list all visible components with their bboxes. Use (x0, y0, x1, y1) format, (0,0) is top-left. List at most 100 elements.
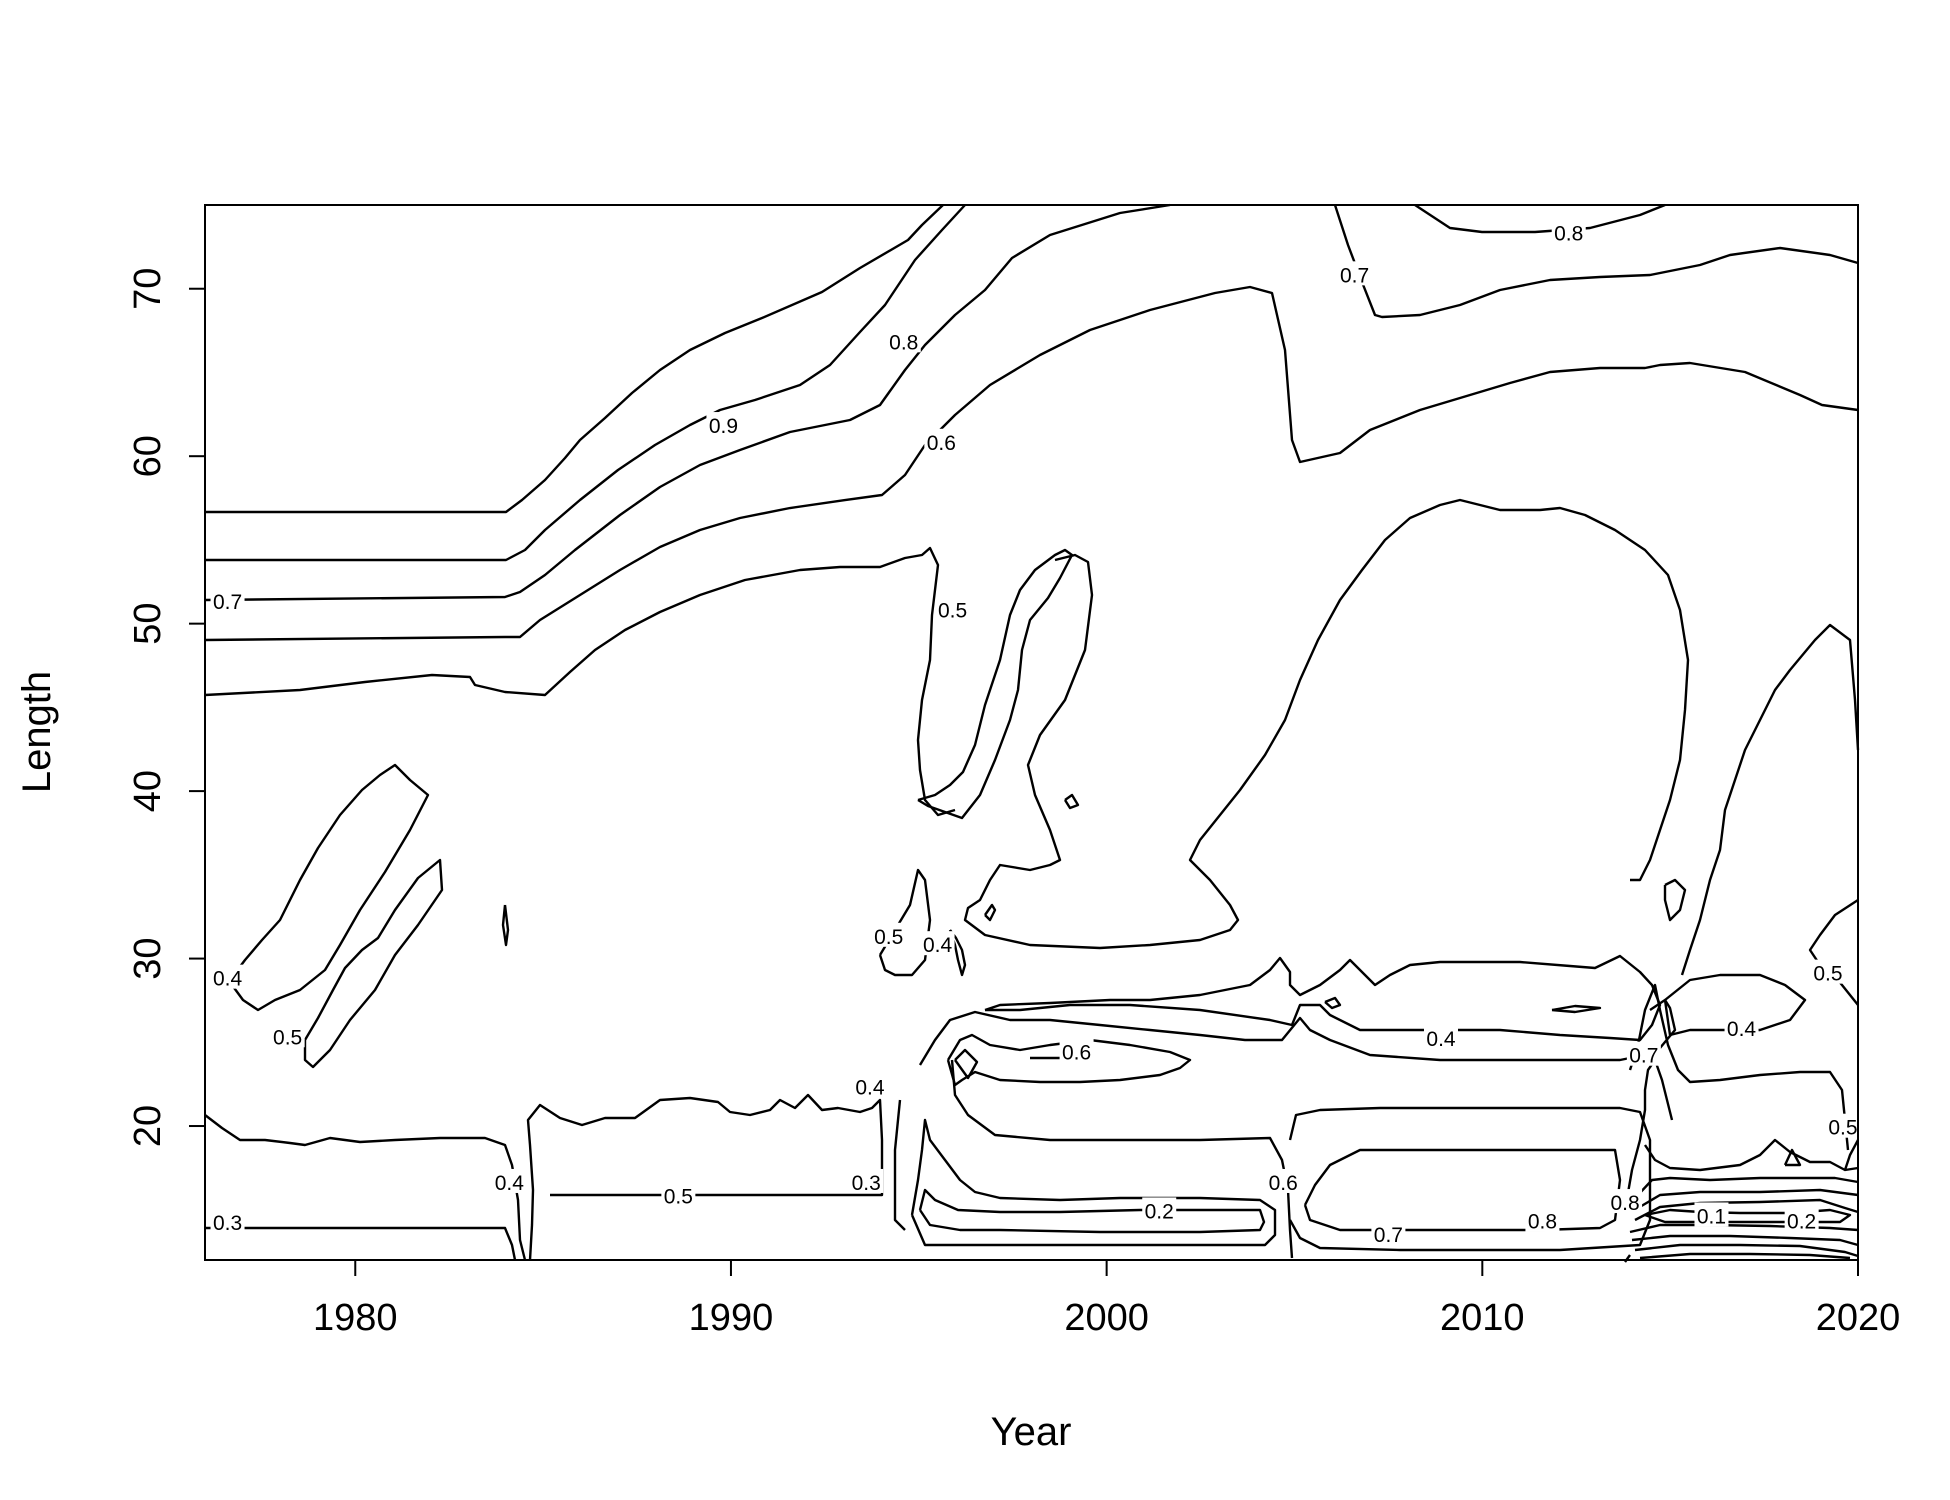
contour-label: 0.7 (1374, 1224, 1403, 1247)
contour-label-background (1266, 1168, 1301, 1193)
contour-label-background (924, 428, 959, 453)
contour-line (918, 1188, 1266, 1234)
y-tick-label: 40 (127, 770, 169, 812)
contour-line (205, 204, 944, 514)
contour-label: 0.5 (938, 599, 967, 622)
contour-line (204, 203, 1171, 602)
contour-label: 0.1 (1697, 1205, 1726, 1228)
contour-line (1063, 793, 1080, 810)
contour-line (1783, 1148, 1802, 1167)
contour-line (205, 1226, 517, 1261)
y-tick-label: 20 (127, 1105, 169, 1147)
contour-label-background (935, 596, 970, 621)
contour-line (303, 858, 444, 1069)
contour-label-background (886, 328, 921, 353)
contour-label: 0.5 (1813, 963, 1842, 986)
contour-line (1637, 1176, 1859, 1196)
y-tick-label: 60 (127, 435, 169, 477)
contour-label: 0.8 (1554, 222, 1583, 245)
contour-label: 0.5 (664, 1185, 693, 1208)
contour-line (1634, 1243, 1859, 1258)
x-tick-label: 1990 (689, 1297, 774, 1339)
contour-line (878, 868, 932, 977)
contour-line (1629, 1223, 1859, 1234)
contour-label: 0.8 (1610, 1192, 1639, 1215)
contour-label-background (661, 1182, 696, 1207)
contour-label-background (210, 1209, 245, 1234)
contour-labels: 0.9 0.8 0.6 0.7 0.8 0.7 0.5 0.4 0.5 0.5 0.4 0.6 0.4 0… (210, 219, 1860, 1247)
y-axis-title: Length (15, 671, 59, 793)
contour-label: 0.5 (1828, 1117, 1857, 1140)
contour-line (1637, 1188, 1859, 1210)
contour-line (950, 1059, 1294, 1259)
x-tick-label: 1980 (313, 1297, 398, 1339)
contour-line (1628, 983, 1850, 1151)
contour-line (984, 903, 997, 922)
contour-label-background (1059, 1038, 1094, 1063)
contour-label: 0.7 (1340, 264, 1369, 287)
contour-label: 0.4 (213, 968, 243, 991)
contour-label: 0.2 (1787, 1210, 1816, 1233)
contour-line (948, 929, 967, 977)
contour-line (1663, 878, 1687, 922)
x-tick-label: 2010 (1440, 1297, 1525, 1339)
contour-label-background (1142, 1197, 1177, 1222)
contour-label-background (852, 1073, 887, 1098)
contour-label: 0.7 (213, 591, 242, 614)
contour-label-background (210, 964, 245, 989)
contour-label: 0.3 (213, 1212, 242, 1235)
contour-label-background (1423, 1024, 1458, 1049)
contour-label-background (871, 922, 906, 947)
contour-line (1414, 203, 1666, 234)
x-axis-ticks: 1980 1990 2000 2010 2020 (313, 1260, 1900, 1339)
contour-line (946, 1033, 1192, 1087)
contour-label: 0.2 (1145, 1200, 1174, 1223)
x-tick-label: 2020 (1816, 1297, 1901, 1339)
contour-label: 0.8 (889, 331, 918, 354)
contour-line (204, 546, 956, 817)
contour-line (954, 1048, 979, 1080)
contour-line (1843, 1139, 1860, 1171)
contour-label-background (1626, 1041, 1661, 1066)
contour-label-background (1825, 1113, 1860, 1138)
x-tick-label: 2000 (1064, 1297, 1149, 1339)
contour-line (501, 904, 510, 947)
contour-label: 0.4 (1727, 1018, 1757, 1041)
contour-label-background (1608, 1189, 1643, 1214)
contour-line (204, 285, 1859, 642)
contour-label: 0.6 (927, 432, 956, 455)
contour-line (1333, 204, 1859, 319)
y-tick-label: 50 (127, 603, 169, 645)
contour-line (205, 204, 966, 562)
contour-label: 0.8 (1528, 1210, 1557, 1233)
plot-frame (204, 204, 1859, 1261)
contour-line (1639, 1252, 1851, 1260)
contour-line (963, 498, 1690, 950)
contour-label-background (849, 1168, 884, 1193)
contour-line (910, 1118, 1277, 1247)
contour-line (1551, 1004, 1602, 1014)
contour-label: 0.4 (495, 1172, 525, 1195)
contour-label-background (920, 931, 955, 956)
contour-label-background (1810, 959, 1845, 984)
contour-label-background (1724, 1014, 1759, 1039)
contour-line (1644, 1138, 1859, 1172)
contour-label-background (1337, 261, 1372, 286)
contour-label: 0.9 (709, 415, 738, 438)
contour-label: 0.3 (852, 1172, 881, 1195)
contour-label: 0.6 (1269, 1172, 1298, 1195)
contour-label-background (492, 1168, 527, 1193)
x-axis-title: Year (991, 1410, 1072, 1454)
contour-label-background (1371, 1220, 1406, 1245)
contour-line (1324, 996, 1342, 1010)
y-axis-ticks: 20 30 40 50 60 70 (127, 268, 205, 1147)
contour-line (1808, 898, 1859, 1006)
y-tick-label: 30 (127, 937, 169, 979)
contour-line (1623, 1058, 1674, 1211)
contour-line (1634, 1198, 1859, 1222)
contour-label: 0.5 (273, 1026, 302, 1049)
contour-line (893, 1099, 906, 1231)
contour-label: 0.6 (1062, 1041, 1091, 1064)
